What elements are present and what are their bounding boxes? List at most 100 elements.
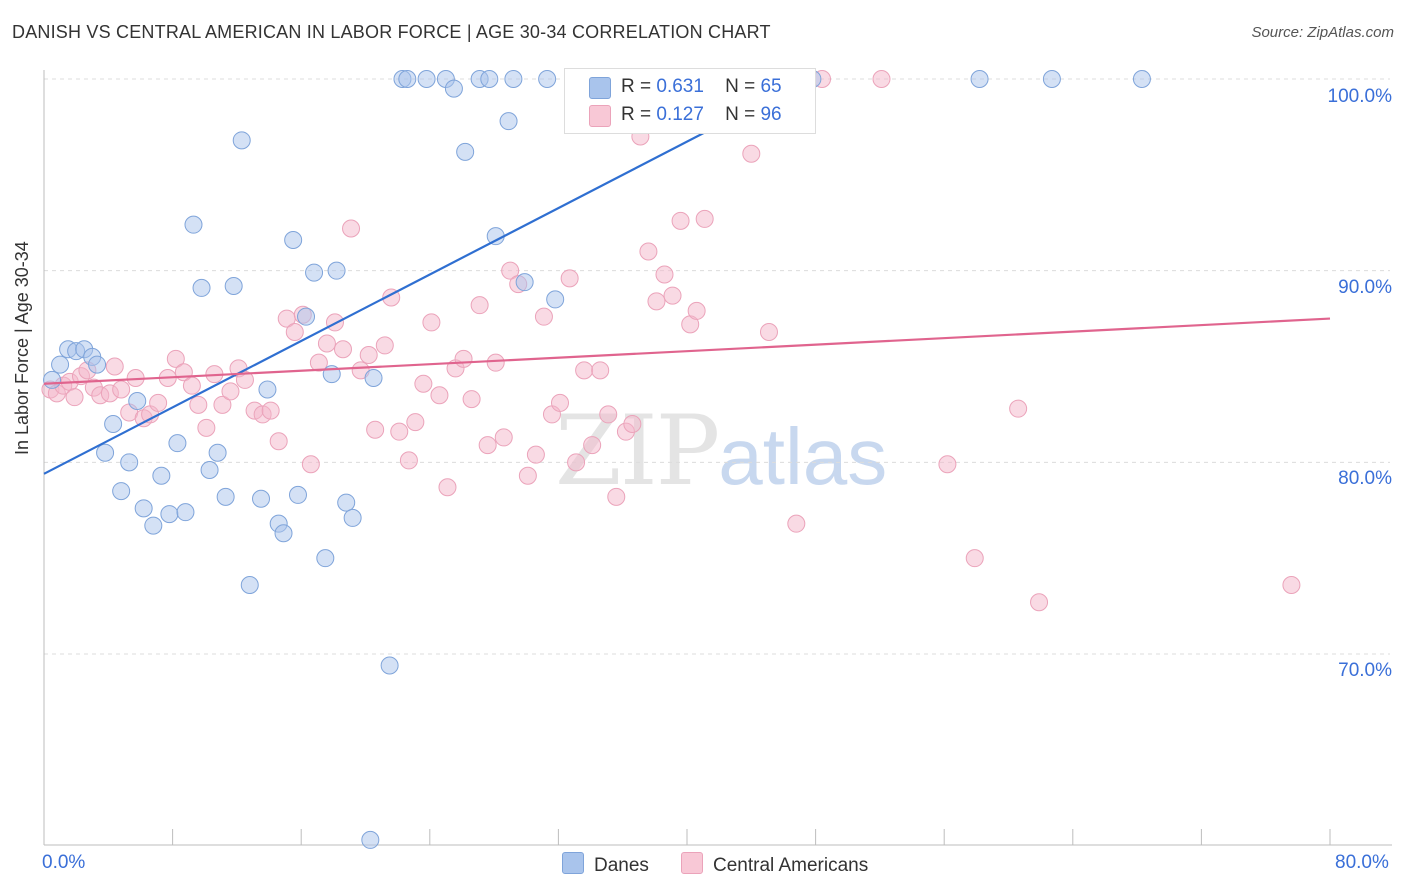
dane-point (258, 380, 277, 399)
dane-point (192, 278, 211, 297)
central-point (1282, 576, 1301, 594)
dane-point (168, 434, 187, 453)
central-point (872, 70, 891, 88)
dane-point (96, 443, 115, 462)
legend-n-label: N = (725, 76, 756, 97)
central-point (687, 301, 706, 320)
central-point (551, 393, 570, 412)
central-point (197, 418, 216, 437)
dane-point (297, 307, 316, 326)
central-point (494, 428, 513, 447)
central-point (639, 242, 658, 261)
central-point (759, 323, 778, 341)
dane-point (380, 656, 399, 675)
dane-point (970, 70, 989, 88)
dane-point (43, 370, 62, 389)
dane-point (398, 70, 417, 88)
x-tick-min: 0.0% (42, 852, 86, 873)
legend-row-central: R = 0.127 N = 96 (621, 104, 782, 126)
legend-swatch-central (589, 105, 611, 127)
dane-point (316, 549, 335, 568)
central-point (647, 292, 666, 311)
dane-point (160, 505, 179, 524)
x-tick-max: 80.0% (1335, 852, 1389, 873)
central-point (422, 313, 441, 332)
central-point (938, 455, 957, 474)
central-point (430, 386, 449, 405)
dane-point (88, 355, 107, 374)
dane-point (240, 576, 259, 594)
central-point (671, 211, 690, 230)
y-tick-70: 70.0% (1338, 660, 1392, 681)
central-point (501, 261, 520, 280)
central-point (534, 307, 553, 326)
dane-point (216, 487, 235, 506)
dane-point (364, 369, 383, 387)
dane-point (208, 443, 227, 462)
dane-point (499, 112, 518, 131)
central-point (359, 346, 378, 364)
dane-point (361, 830, 380, 849)
legend-r-value: 0.631 (656, 76, 704, 97)
y-tick-90: 90.0% (1338, 277, 1392, 298)
legend-swatch-danes (589, 77, 611, 99)
dane-point (504, 70, 523, 88)
dane-point (284, 231, 303, 249)
central-point (149, 393, 168, 412)
central-point (390, 422, 409, 441)
dane-point (327, 261, 346, 280)
dane-point (120, 453, 139, 472)
dane-point (546, 290, 565, 309)
chart-title: DANISH VS CENTRAL AMERICAN IN LABOR FORC… (12, 22, 771, 42)
dane-point (456, 142, 475, 161)
dane-point (538, 70, 557, 88)
watermark-atlas: atlas (718, 412, 888, 501)
central-point (462, 390, 481, 409)
central-trend-line (43, 317, 1331, 385)
central-point (567, 453, 586, 472)
central-point (1009, 399, 1028, 418)
dane-point (1042, 70, 1061, 88)
central-point (406, 413, 425, 432)
legend-r-value: 0.127 (656, 104, 704, 125)
legend-n-value: 65 (760, 76, 782, 97)
bottom-legend-central: Central Americans (681, 852, 868, 877)
dane-point (515, 273, 534, 292)
legend-r-label: R = (621, 76, 652, 97)
bottom-legend-label-central: Central Americans (713, 855, 869, 876)
dane-point (343, 508, 362, 527)
central-point (591, 361, 610, 380)
dane-point (184, 215, 203, 234)
central-point (112, 380, 131, 399)
legend-n-label: N = (725, 104, 756, 125)
dane-point (252, 489, 271, 508)
dane-point (1132, 70, 1151, 88)
bottom-legend-label-danes: Danes (594, 855, 649, 876)
central-point (342, 219, 361, 238)
central-point (965, 549, 984, 568)
central-point (526, 445, 545, 464)
central-point (695, 209, 714, 228)
y-tick-100: 100.0% (1327, 86, 1392, 107)
dane-point (480, 70, 499, 88)
central-point (301, 455, 320, 474)
source-label: Source: ZipAtlas.com (1251, 24, 1394, 41)
central-point (235, 370, 254, 389)
dane-point (305, 263, 324, 282)
dane-point (152, 466, 171, 485)
central-point (189, 395, 208, 414)
central-point (166, 349, 185, 368)
dane-point (337, 493, 356, 512)
central-point (366, 420, 385, 439)
central-point (105, 357, 124, 376)
dane-point (288, 485, 307, 504)
dane-point (104, 415, 123, 433)
dane-point (134, 499, 153, 518)
watermark-zip: ZIP (555, 395, 720, 507)
dane-point (112, 482, 131, 501)
central-point (486, 353, 505, 372)
dane-point (176, 503, 195, 522)
legend-n-value: 96 (760, 104, 782, 125)
dane-point (144, 516, 163, 535)
central-point (575, 361, 594, 380)
